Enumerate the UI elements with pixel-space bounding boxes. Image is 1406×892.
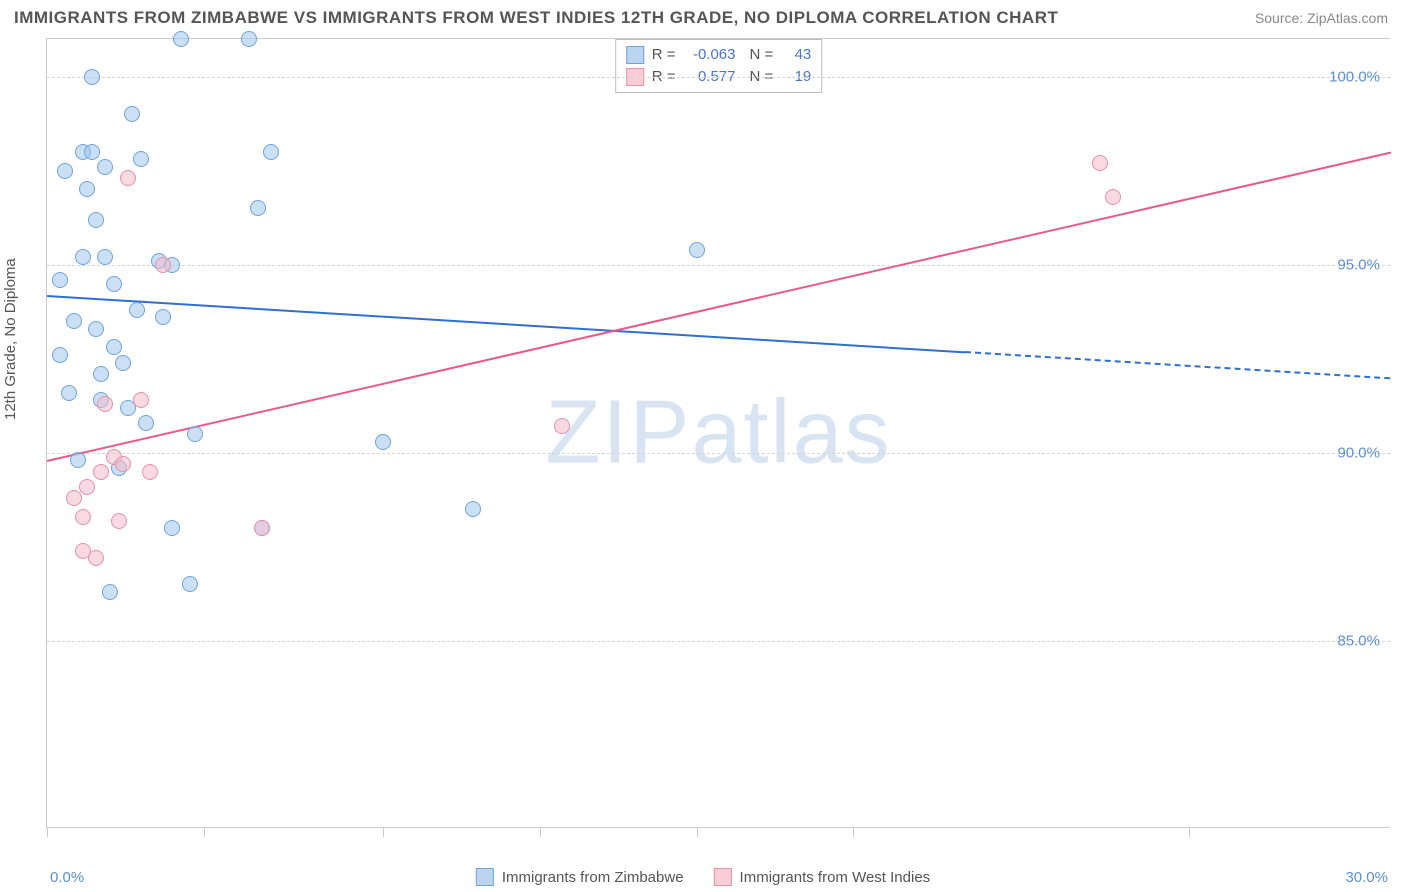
gridline: [47, 641, 1390, 642]
data-point-zimbabwe: [173, 31, 189, 47]
data-point-zimbabwe: [61, 385, 77, 401]
y-axis-label: 12th Grade, No Diploma: [2, 258, 19, 420]
legend-r-value: -0.063: [684, 44, 736, 66]
watermark-text: ZIPatlas: [545, 382, 891, 485]
data-point-zimbabwe: [375, 434, 391, 450]
data-point-west_indies: [93, 464, 109, 480]
data-point-zimbabwe: [115, 355, 131, 371]
y-tick-label: 95.0%: [1337, 256, 1380, 273]
x-tick: [853, 827, 854, 837]
data-point-west_indies: [75, 509, 91, 525]
data-point-west_indies: [97, 396, 113, 412]
legend-row: R = -0.063 N = 43: [626, 44, 812, 66]
legend-r-label: R =: [652, 44, 676, 66]
data-point-west_indies: [88, 550, 104, 566]
source-name: ZipAtlas.com: [1307, 10, 1388, 26]
legend-series-item: Immigrants from West Indies: [714, 868, 931, 886]
series-legend: Immigrants from Zimbabwe Immigrants from …: [476, 868, 930, 886]
legend-n-label: N =: [750, 44, 774, 66]
data-point-zimbabwe: [124, 106, 140, 122]
data-point-zimbabwe: [106, 276, 122, 292]
trend-line-extrapolated: [965, 351, 1391, 379]
chart-title: IMMIGRANTS FROM ZIMBABWE VS IMMIGRANTS F…: [14, 8, 1058, 28]
x-tick: [697, 827, 698, 837]
data-point-west_indies: [120, 170, 136, 186]
legend-series-item: Immigrants from Zimbabwe: [476, 868, 684, 886]
legend-swatch: [476, 868, 494, 886]
gridline: [47, 453, 1390, 454]
legend-series-label: Immigrants from West Indies: [740, 869, 931, 886]
data-point-zimbabwe: [52, 347, 68, 363]
y-tick-label: 85.0%: [1337, 632, 1380, 649]
data-point-zimbabwe: [465, 501, 481, 517]
data-point-zimbabwe: [164, 520, 180, 536]
legend-series-label: Immigrants from Zimbabwe: [502, 869, 684, 886]
data-point-zimbabwe: [88, 321, 104, 337]
data-point-zimbabwe: [70, 452, 86, 468]
x-tick: [540, 827, 541, 837]
data-point-zimbabwe: [129, 302, 145, 318]
data-point-zimbabwe: [97, 159, 113, 175]
data-point-zimbabwe: [97, 249, 113, 265]
data-point-zimbabwe: [187, 426, 203, 442]
data-point-west_indies: [254, 520, 270, 536]
data-point-zimbabwe: [250, 200, 266, 216]
x-tick: [204, 827, 205, 837]
gridline: [47, 265, 1390, 266]
data-point-west_indies: [1105, 189, 1121, 205]
x-tick: [383, 827, 384, 837]
source-label: Source:: [1255, 10, 1307, 26]
x-axis-min-label: 0.0%: [50, 869, 84, 886]
data-point-zimbabwe: [57, 163, 73, 179]
data-point-zimbabwe: [75, 249, 91, 265]
data-point-zimbabwe: [133, 151, 149, 167]
data-point-zimbabwe: [66, 313, 82, 329]
data-point-zimbabwe: [84, 144, 100, 160]
x-tick: [47, 827, 48, 837]
data-point-west_indies: [66, 490, 82, 506]
data-point-west_indies: [554, 418, 570, 434]
data-point-zimbabwe: [263, 144, 279, 160]
legend-n-value: 43: [781, 44, 811, 66]
legend-swatch: [626, 46, 644, 64]
legend-swatch: [714, 868, 732, 886]
data-point-west_indies: [111, 513, 127, 529]
y-tick-label: 100.0%: [1329, 68, 1380, 85]
gridline: [47, 77, 1390, 78]
data-point-zimbabwe: [52, 272, 68, 288]
data-point-west_indies: [1092, 155, 1108, 171]
trend-line: [47, 295, 966, 353]
data-point-zimbabwe: [155, 309, 171, 325]
data-point-zimbabwe: [106, 339, 122, 355]
data-point-west_indies: [142, 464, 158, 480]
data-point-zimbabwe: [138, 415, 154, 431]
data-point-west_indies: [115, 456, 131, 472]
data-point-west_indies: [133, 392, 149, 408]
data-point-zimbabwe: [241, 31, 257, 47]
data-point-zimbabwe: [84, 69, 100, 85]
data-point-west_indies: [79, 479, 95, 495]
source-attribution: Source: ZipAtlas.com: [1255, 10, 1388, 26]
x-tick: [1189, 827, 1190, 837]
data-point-zimbabwe: [689, 242, 705, 258]
data-point-zimbabwe: [88, 212, 104, 228]
data-point-zimbabwe: [102, 584, 118, 600]
data-point-zimbabwe: [182, 576, 198, 592]
correlation-legend: R =-0.063N =43R =0.577N =19: [615, 39, 823, 93]
scatter-plot-area: ZIPatlas R =-0.063N =43R =0.577N =19 85.…: [46, 38, 1390, 828]
x-axis-max-label: 30.0%: [1345, 869, 1388, 886]
data-point-zimbabwe: [93, 366, 109, 382]
data-point-zimbabwe: [79, 181, 95, 197]
data-point-west_indies: [155, 257, 171, 273]
y-tick-label: 90.0%: [1337, 444, 1380, 461]
